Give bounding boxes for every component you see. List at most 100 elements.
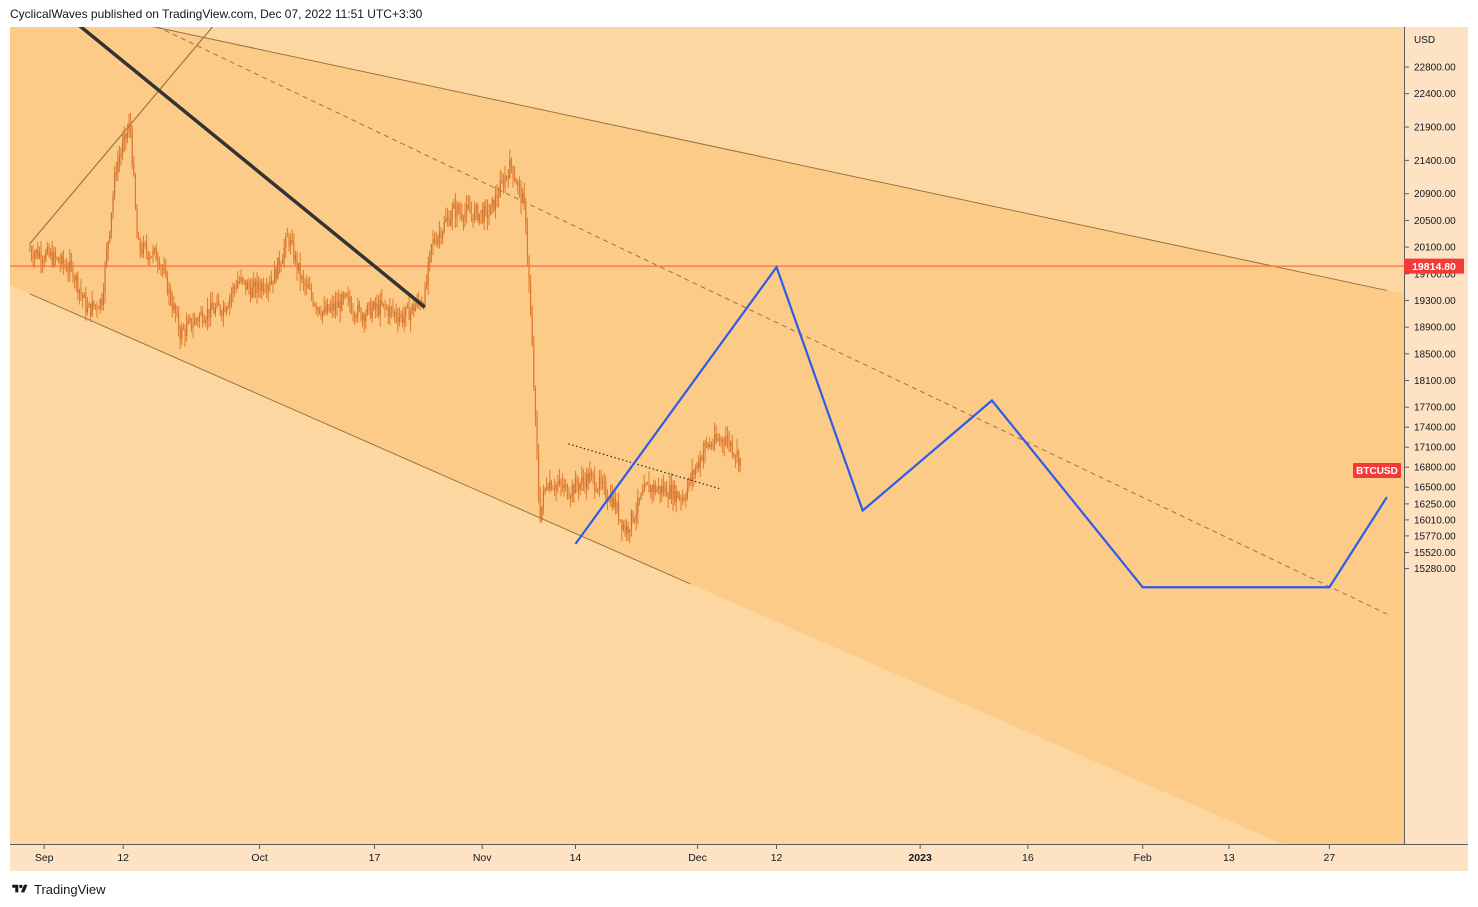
- candle-body: [336, 302, 338, 308]
- candle-body: [294, 255, 297, 261]
- candle-body: [506, 175, 508, 177]
- candle-body: [77, 275, 79, 293]
- candle-body: [309, 288, 311, 290]
- channel-upper-line[interactable]: [30, 0, 1387, 291]
- candle-body: [227, 305, 229, 308]
- candle-body: [608, 500, 610, 502]
- price-tick-label: 18900.00: [1414, 323, 1456, 334]
- candle-body: [141, 250, 143, 254]
- candle-body: [302, 276, 305, 282]
- candle-body: [368, 302, 370, 306]
- candle-body: [658, 486, 660, 489]
- candle-body: [376, 303, 378, 309]
- candle-body: [466, 204, 468, 213]
- candle-body: [187, 320, 189, 324]
- candle-body: [99, 299, 101, 309]
- candle-body: [522, 193, 524, 204]
- candle-body: [603, 481, 605, 484]
- candle-body: [597, 489, 599, 492]
- candle-body: [58, 257, 60, 263]
- channel-midline-dashed[interactable]: [116, 7, 1388, 615]
- candle-body: [235, 287, 237, 289]
- candle-body: [117, 161, 119, 173]
- candle-body: [379, 300, 381, 316]
- candle-body: [414, 305, 417, 311]
- candle-body: [550, 481, 553, 490]
- candle-body: [266, 289, 268, 291]
- candle-body: [123, 133, 125, 143]
- price-axis-background: [1405, 27, 1468, 844]
- candle-body: [538, 453, 540, 498]
- candle-body: [486, 206, 489, 219]
- candle-body: [126, 131, 129, 139]
- candle-body: [667, 496, 669, 499]
- candle-body: [118, 157, 121, 162]
- candle-body: [528, 258, 530, 284]
- candle-body: [88, 303, 90, 308]
- time-tick-label: 16: [1022, 852, 1034, 864]
- candle-body: [395, 311, 397, 318]
- candle-body: [558, 480, 561, 485]
- candle-body: [587, 474, 589, 483]
- candle-body: [122, 142, 124, 154]
- candle-body: [45, 252, 47, 261]
- candle-body: [157, 260, 159, 263]
- candle-body: [669, 484, 671, 499]
- candle-body: [507, 175, 509, 179]
- candle-body: [635, 513, 637, 519]
- candle-body: [496, 194, 498, 199]
- price-tick-label: 20500.00: [1414, 216, 1456, 227]
- candle-body: [310, 288, 313, 297]
- candle-body: [648, 482, 650, 493]
- candle-body: [654, 484, 657, 492]
- time-axis[interactable]: Sep 12 Oct 17 Nov 14 Dec 12 2023 16 Feb 13 27: [10, 844, 1468, 872]
- candle-body: [434, 238, 436, 243]
- candle-body: [62, 255, 65, 265]
- rising-support-line[interactable]: [29, 14, 224, 245]
- candle-body: [171, 302, 173, 310]
- candle-body: [408, 304, 410, 321]
- price-axis[interactable]: USD 22800.00 22400.00 21900.00 21400.00 2090…: [1353, 27, 1468, 870]
- candle-body: [301, 276, 303, 280]
- candle-body: [110, 212, 113, 232]
- candle-body: [426, 283, 428, 287]
- candle-body: [458, 205, 460, 212]
- tradingview-brand: TradingView: [34, 881, 106, 897]
- price-tick-label: 15280.00: [1414, 564, 1456, 575]
- candle-body: [341, 294, 343, 311]
- candle-body: [478, 213, 481, 222]
- candle-body: [611, 494, 613, 508]
- candle-body: [54, 251, 57, 258]
- candle-body: [714, 434, 716, 446]
- candle-body: [94, 304, 97, 306]
- candle-body: [627, 526, 629, 533]
- candle-body: [594, 475, 596, 491]
- candle-body: [430, 244, 433, 253]
- projection-zigzag[interactable]: [574, 264, 1388, 589]
- candle-body: [534, 387, 537, 416]
- plot-area[interactable]: [10, 0, 1404, 897]
- candle-body: [333, 303, 335, 311]
- candle-body: [557, 484, 559, 486]
- down-trendline[interactable]: [73, 20, 426, 309]
- candle-body: [731, 442, 733, 454]
- candle-body: [243, 279, 245, 281]
- candle-body: [48, 247, 50, 256]
- candle-body: [197, 319, 199, 322]
- candle-body: [293, 241, 295, 261]
- candle-body: [349, 296, 351, 305]
- candle-body: [531, 315, 533, 346]
- candle-body: [602, 481, 604, 484]
- candle-body: [206, 309, 209, 320]
- candle-body: [109, 231, 111, 242]
- candle-body: [424, 286, 426, 307]
- candle-body: [112, 195, 114, 213]
- candle-body: [467, 204, 469, 208]
- candle-body: [398, 317, 401, 322]
- candle-body: [605, 483, 607, 498]
- candle-body: [338, 301, 340, 308]
- candle-body: [32, 255, 34, 259]
- candle-body: [165, 268, 167, 274]
- candle-body: [240, 277, 242, 282]
